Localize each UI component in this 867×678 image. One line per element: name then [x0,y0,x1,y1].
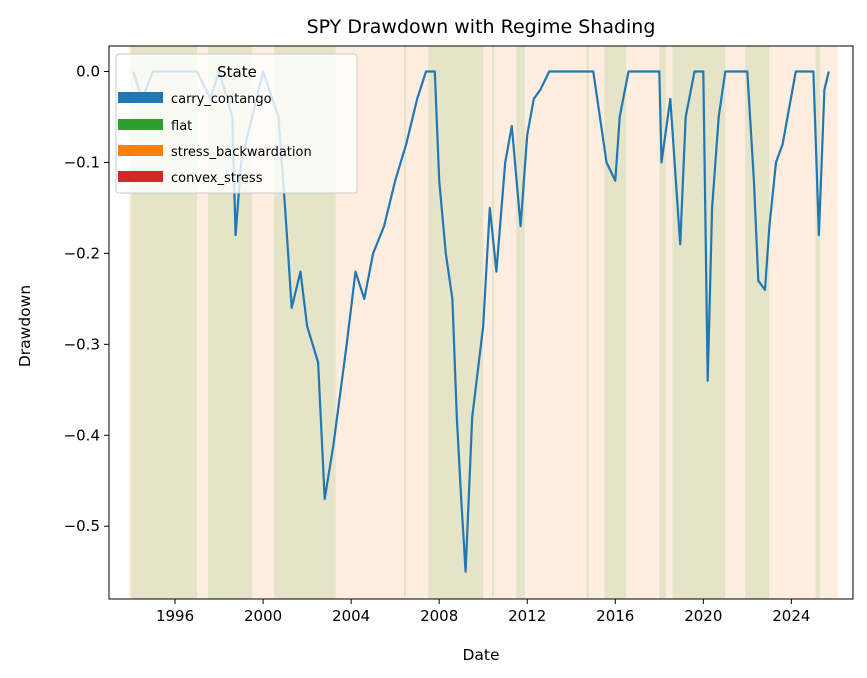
y-tick-label: 0.0 [76,62,100,80]
regime-span-flat [604,46,627,599]
legend-swatch-flat [118,119,163,130]
x-tick-label: 1996 [156,607,194,625]
regime-span-flat [403,46,407,599]
series-lines [132,70,830,573]
y-tick-label: −0.5 [64,517,100,535]
regime-span-flat [586,46,589,599]
x-axis-label: Date [462,646,499,664]
y-tick-label: −0.2 [64,244,100,262]
legend: State carry_contango flat stress_backwar… [115,53,358,194]
regime-span-flat [492,46,495,599]
legend-swatch-carry-contango [118,92,163,103]
axes-frame [108,45,854,600]
legend-swatch-convex-stress [118,171,163,182]
legend-label-stress-backwardation: stress_backwardation [171,145,312,160]
legend-label-convex-stress: convex_stress [171,171,263,186]
drawdown-line [132,70,830,573]
regime-span-flat [815,46,820,599]
x-tick-label: 2004 [332,607,370,625]
regime-span-flat [516,46,526,599]
legend-label-carry-contango: carry_contango [171,92,272,107]
y-tick-label: −0.1 [64,153,100,171]
x-tick-label: 2000 [244,607,282,625]
y-tick-label: −0.3 [64,335,100,353]
x-tick-label: 2024 [772,607,810,625]
x-axis-ticks: 1996 2000 2004 2008 2012 2016 2020 2024 [156,599,810,625]
legend-box [115,53,358,194]
y-axis-label: Drawdown [16,285,34,367]
legend-swatch-stress-backwardation [118,145,163,156]
regime-span-flat [659,46,666,599]
x-tick-label: 2012 [508,607,546,625]
y-tick-label: −0.4 [64,426,100,444]
x-tick-label: 2020 [684,607,722,625]
regime-span-flat [745,46,770,599]
chart-title: SPY Drawdown with Regime Shading [307,16,656,38]
x-tick-label: 2008 [420,607,458,625]
x-tick-label: 2016 [596,607,634,625]
legend-title: State [217,63,257,81]
legend-label-flat: flat [171,119,192,134]
y-axis-ticks: 0.0 −0.1 −0.2 −0.3 −0.4 −0.5 [64,62,109,535]
